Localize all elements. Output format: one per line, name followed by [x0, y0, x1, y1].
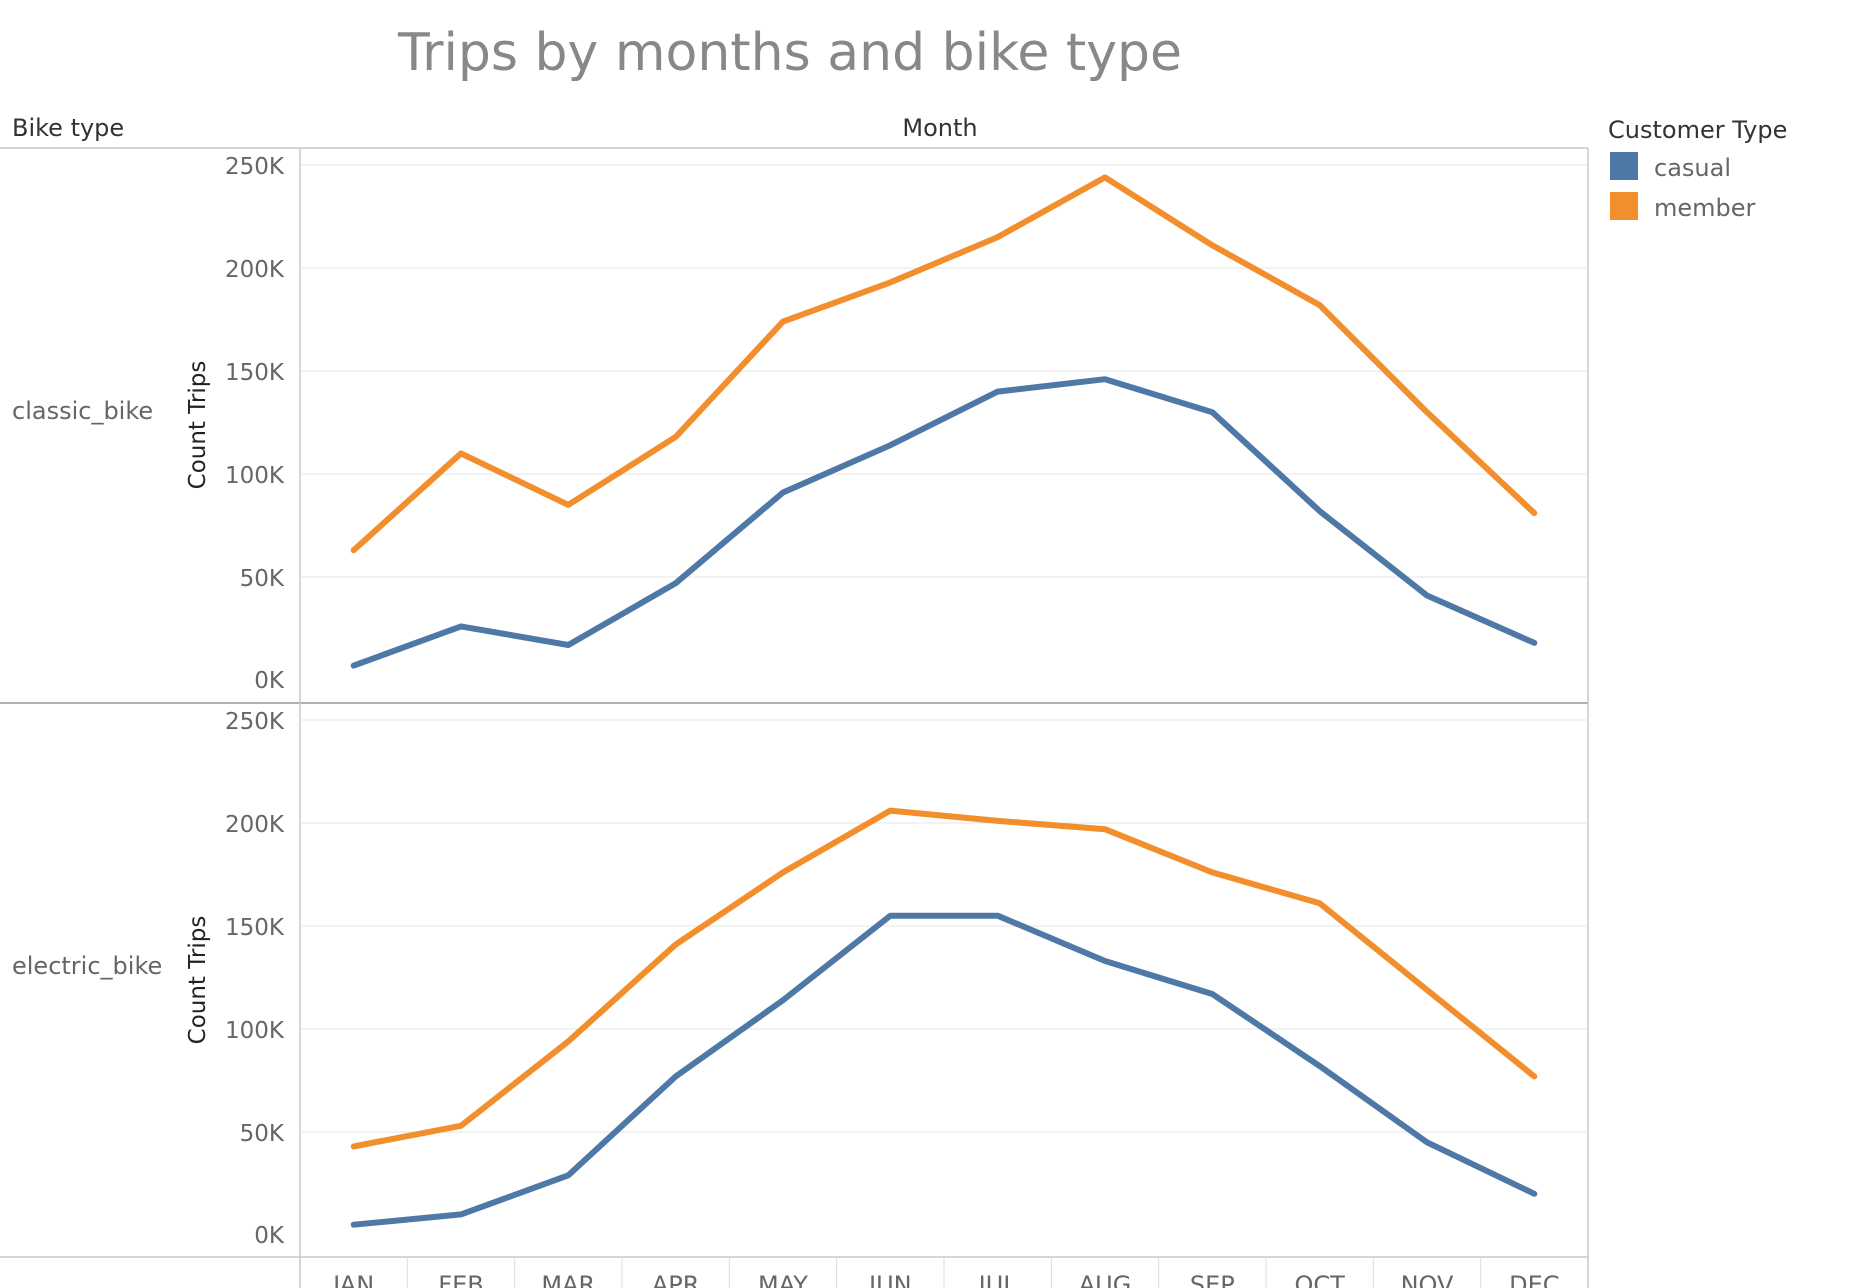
x-tick-label: APR — [652, 1271, 700, 1288]
y-axis-title: Count Trips — [185, 361, 211, 490]
series-line-casual-electric-bike — [350, 912, 1538, 1228]
y-tick-label: 200K — [225, 257, 285, 283]
x-tick-label: JUL — [977, 1271, 1018, 1288]
x-tick-label: AUG — [1079, 1271, 1132, 1288]
panel-label-classic-bike: classic_bike — [12, 397, 153, 425]
series-line-member-classic-bike — [350, 174, 1538, 554]
legend-swatch-casual — [1610, 152, 1638, 180]
y-tick-label: 0K — [254, 668, 285, 694]
y-tick-label: 100K — [225, 1018, 285, 1044]
legend: Customer Type casual member — [1608, 116, 1787, 222]
legend-swatch-member — [1610, 192, 1638, 220]
y-tick-label: 0K — [254, 1223, 285, 1249]
x-tick-label: MAR — [541, 1271, 595, 1288]
y-tick-label: 250K — [225, 154, 285, 180]
x-tick-label: JAN — [331, 1271, 374, 1288]
column-header: Month — [902, 114, 977, 142]
panel-label-electric-bike: electric_bike — [12, 952, 162, 980]
x-tick-label: MAY — [758, 1271, 808, 1288]
row-header: Bike type — [12, 114, 124, 142]
legend-title: Customer Type — [1608, 116, 1787, 144]
y-tick-label: 250K — [225, 709, 285, 735]
legend-label-member: member — [1654, 194, 1756, 222]
y-tick-label: 200K — [225, 812, 285, 838]
legend-label-casual: casual — [1654, 154, 1731, 182]
y-tick-label: 150K — [225, 360, 285, 386]
y-tick-label: 150K — [225, 915, 285, 941]
y-tick-label: 100K — [225, 463, 285, 489]
y-tick-label: 50K — [240, 566, 285, 592]
x-tick-label: SEP — [1190, 1271, 1235, 1288]
chart-title: Trips by months and bike type — [397, 23, 1182, 83]
x-tick-label: OCT — [1295, 1271, 1346, 1288]
y-tick-label: 50K — [240, 1121, 285, 1147]
x-tick-label: DEC — [1509, 1271, 1559, 1288]
x-tick-label: NOV — [1401, 1271, 1454, 1288]
x-tick-label: FEB — [438, 1271, 483, 1288]
series-line-member-electric-bike — [350, 807, 1538, 1150]
x-tick-label: JUN — [867, 1271, 912, 1288]
series-line-casual-classic-bike — [350, 376, 1538, 669]
y-axis-title: Count Trips — [185, 916, 211, 1045]
